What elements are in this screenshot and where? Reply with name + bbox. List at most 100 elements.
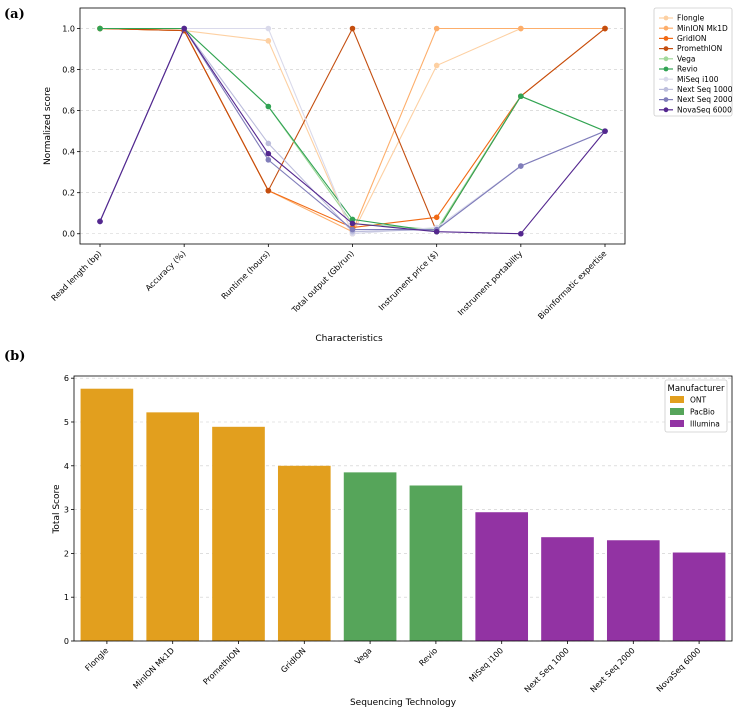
line-legend-swatch-marker xyxy=(663,15,669,21)
line-series-point xyxy=(602,128,608,134)
bar-legend-swatch xyxy=(670,408,684,415)
line-series-point xyxy=(433,25,440,32)
bar-chart-y-tick-label: 5 xyxy=(64,418,69,427)
line-legend-swatch-marker xyxy=(663,56,669,62)
line-chart-legend-box xyxy=(653,7,733,117)
panel-label-a: (a) xyxy=(4,7,25,22)
bar-chart-x-tick-label: PromethION xyxy=(201,646,241,686)
line-legend-swatch-marker xyxy=(663,87,669,92)
line-series-point xyxy=(97,218,103,225)
line-chart-x-tick-label: Runtime (hours) xyxy=(220,249,272,301)
line-series-point xyxy=(265,25,272,32)
line-series-point xyxy=(518,93,524,100)
line-legend-swatch-marker xyxy=(663,76,669,82)
line-chart-y-tick-label: 0.4 xyxy=(62,148,75,157)
bar-chart-x-tick-label: Flongle xyxy=(83,646,110,673)
bar-chart-y-tick-label: 1 xyxy=(64,593,69,602)
line-series-line xyxy=(100,27,606,233)
bar-chart-x-tick-label: Vega xyxy=(353,646,373,666)
line-series-point xyxy=(265,103,272,110)
bar-chart-plot-area xyxy=(73,375,733,642)
line-chart-panel: (a) 0.0 0.2 0.4 0.6 0.8 1.0 Read length (bp) A… xyxy=(4,7,733,344)
line-chart-series xyxy=(97,25,608,237)
bar-chart-y-tick-label: 3 xyxy=(64,506,69,515)
bar-chart-legend: Manufacturer ONT PacBio Illumina xyxy=(664,379,728,433)
line-legend-entry: Next Seq 1000 xyxy=(677,85,733,94)
line-series-point xyxy=(265,187,272,194)
bar-legend-entry: ONT xyxy=(690,396,707,405)
bar-gridion xyxy=(277,465,331,641)
line-chart-x-tick-label: Total output (Gb/run) xyxy=(290,249,356,315)
line-series-miseq-i100 xyxy=(97,25,608,237)
line-legend-entry: GridION xyxy=(677,34,706,43)
line-chart-x-tick-label: Read length (bp) xyxy=(50,249,104,303)
bar-chart-y-tick-label: 4 xyxy=(64,462,69,471)
bar-chart-x-axis-title: Sequencing Technology xyxy=(350,698,457,708)
bar-chart-x-tick-label: MinION Mk1D xyxy=(131,646,176,691)
bar-chart-y-axis-title: Total Score xyxy=(52,484,62,535)
line-series-point xyxy=(265,157,272,163)
line-legend-swatch-marker xyxy=(663,36,669,41)
line-series-point xyxy=(265,140,272,147)
bar-chart-x-tick-label: Next Seq 1000 xyxy=(523,646,571,694)
bar-chart-y-tick-label: 2 xyxy=(64,549,69,558)
bar-revio xyxy=(409,485,463,641)
line-series-line xyxy=(99,27,606,235)
line-series-point xyxy=(349,226,356,233)
line-series-line xyxy=(100,27,606,231)
line-legend-swatch-marker xyxy=(663,97,669,102)
bar-flongle xyxy=(80,388,134,641)
bar-legend-entry: Illumina xyxy=(690,420,720,429)
line-chart-y-tick-label: 0.6 xyxy=(62,107,75,116)
line-series-minion-mk1d xyxy=(97,25,608,235)
bar-next-seq-1000 xyxy=(541,537,594,641)
line-series-promethion xyxy=(97,25,608,235)
line-series-line xyxy=(99,27,606,235)
line-legend-swatch-marker xyxy=(663,25,669,31)
bar-chart-legend-title: Manufacturer xyxy=(668,384,725,394)
line-series-point xyxy=(349,220,356,227)
bar-minion-mk1d xyxy=(146,412,200,641)
bar-legend-entry: PacBio xyxy=(690,408,715,417)
line-series-point xyxy=(433,214,440,221)
bar-chart-x-tick-label: Next Seq 2000 xyxy=(589,646,637,694)
bar-chart-y-tick-label: 0 xyxy=(64,637,69,646)
panel-label-b: (b) xyxy=(4,349,25,364)
line-legend-entry: Next Seq 2000 xyxy=(677,95,733,104)
line-series-point xyxy=(518,25,524,32)
line-chart-x-tick-label: Accuracy (%) xyxy=(144,249,188,293)
bar-chart-bars xyxy=(80,388,726,641)
bar-chart-y-ticks: 0 1 2 3 4 5 6 xyxy=(64,374,74,646)
line-series-point xyxy=(433,62,440,69)
line-series-revio xyxy=(97,25,608,235)
bar-chart-x-tick-label: MiSeq i100 xyxy=(467,646,505,684)
line-legend-swatch-marker xyxy=(663,46,669,51)
line-series-novaseq-6000 xyxy=(97,25,608,237)
line-series-point xyxy=(433,228,440,235)
line-chart-y-tick-label: 0.2 xyxy=(62,189,75,198)
line-series-line xyxy=(99,27,605,235)
bar-chart-legend-box xyxy=(664,379,728,433)
line-chart-y-tick-label: 0.8 xyxy=(62,66,75,75)
bar-next-seq-2000 xyxy=(606,540,660,641)
bar-miseq-i100 xyxy=(475,512,529,641)
line-series-point xyxy=(265,38,272,44)
bar-chart-y-tick-label: 6 xyxy=(64,374,69,383)
line-legend-entry: MiSeq i100 xyxy=(677,75,719,84)
line-chart-x-axis-title: Characteristics xyxy=(315,334,383,344)
line-legend-swatch-marker xyxy=(663,66,669,72)
line-series-point xyxy=(349,216,356,223)
line-series-next-seq-2000 xyxy=(97,25,608,233)
line-legend-entry: Vega xyxy=(677,54,696,63)
line-legend-swatch-marker xyxy=(663,107,669,113)
line-series-point xyxy=(97,25,103,32)
line-chart-y-tick-label: 1.0 xyxy=(62,25,75,34)
line-series-point xyxy=(518,230,524,237)
bar-promethion xyxy=(212,426,265,641)
line-series-line xyxy=(99,27,605,233)
line-series-gridion xyxy=(97,25,608,231)
line-series-flongle xyxy=(97,25,608,237)
line-chart-x-tick-label: Bioinformatic expertise xyxy=(536,249,608,321)
